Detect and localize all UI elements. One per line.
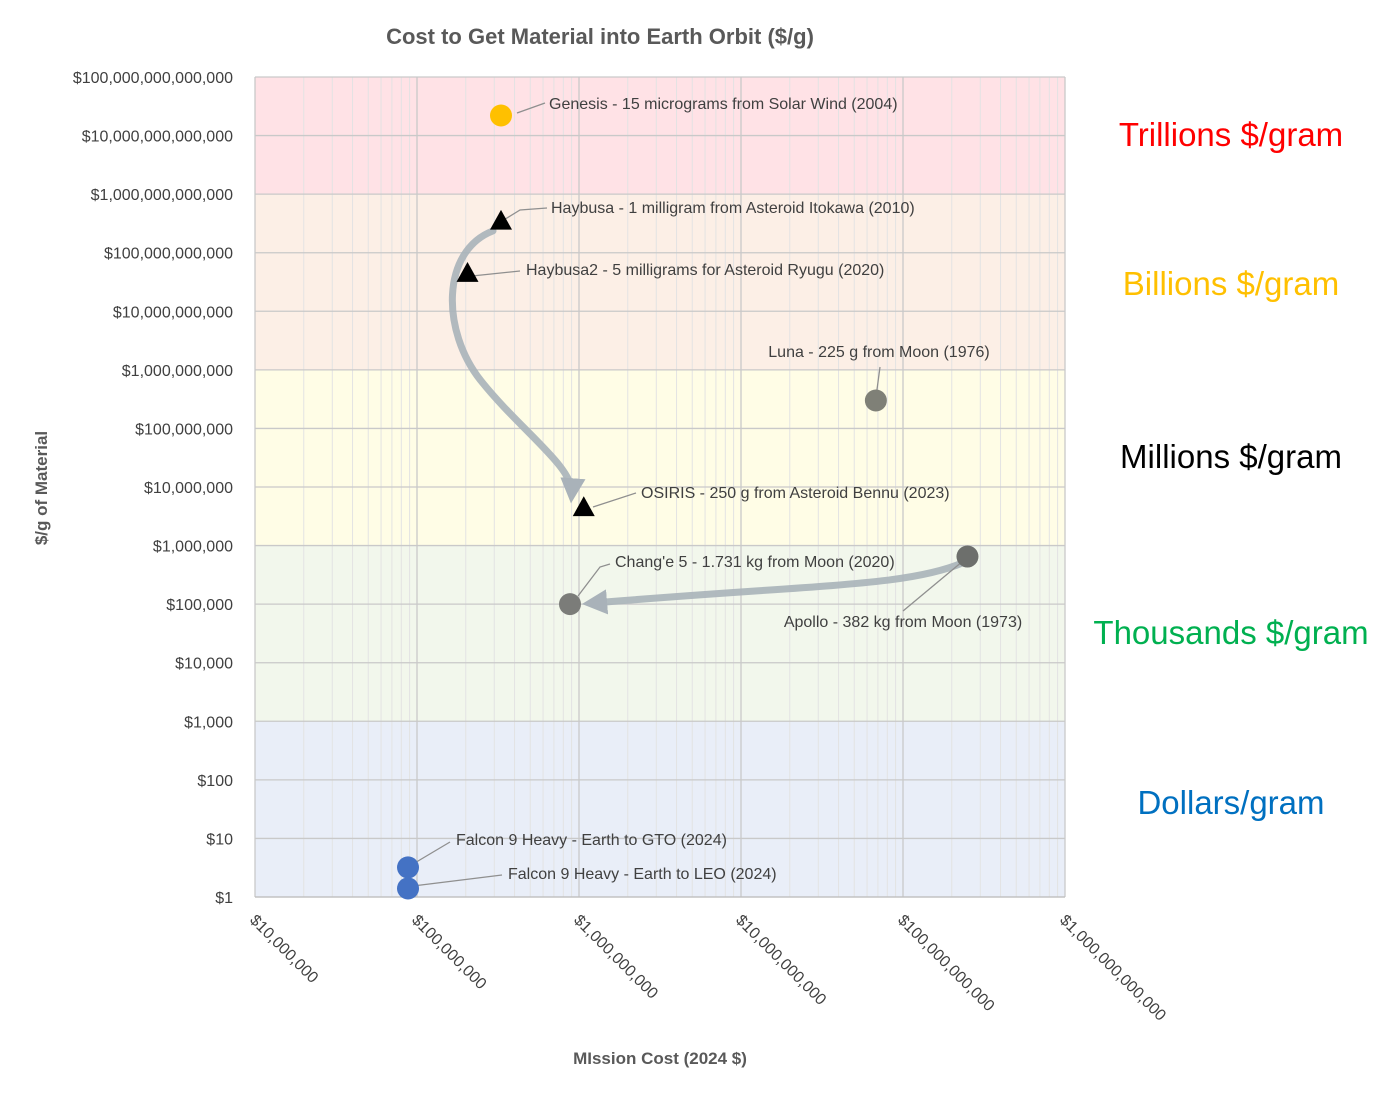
- data-point: [572, 496, 595, 517]
- y-tick-label: $100,000,000,000: [104, 246, 233, 263]
- y-tick-label: $1,000,000,000,000: [91, 187, 233, 204]
- leader-line: [412, 841, 451, 865]
- leader-line: [412, 874, 503, 887]
- y-tick-label: $10,000: [175, 656, 233, 673]
- band-1: [255, 194, 1065, 370]
- band-label: Thousands $/gram: [1093, 614, 1368, 651]
- y-tick-label: $100,000,000,000,000: [73, 70, 233, 87]
- point-label: Falcon 9 Heavy - Earth to LEO (2024): [508, 866, 777, 883]
- x-tick-label: $1,000,000,000,000: [1056, 912, 1169, 1025]
- trend-arrows: [448, 227, 967, 615]
- band-label: Trillions $/gram: [1119, 116, 1343, 153]
- x-axis-title: MIssion Cost (2024 $): [573, 1049, 747, 1068]
- data-point: [489, 209, 512, 230]
- data-point: [864, 389, 887, 412]
- gridlines: [254, 76, 1066, 898]
- chart-title: Cost to Get Material into Earth Orbit ($…: [386, 24, 814, 49]
- x-tick-label: $1,000,000,000: [570, 912, 661, 1003]
- y-tick-label: $1,000,000: [153, 539, 233, 556]
- y-tick-label: $100,000,000: [135, 421, 233, 438]
- y-tick-label: $10,000,000: [144, 480, 233, 497]
- point-label: Haybusa - 1 milligram from Asteroid Itok…: [551, 200, 915, 217]
- leader-line: [471, 270, 521, 277]
- band-2: [255, 369, 1065, 546]
- band-labels: Trillions $/gram Billions $/gram Millions …: [1093, 116, 1368, 821]
- data-point: [397, 877, 420, 900]
- y-tick-label: $100,000: [166, 597, 233, 614]
- data-point: [559, 593, 582, 616]
- data-point: [956, 545, 979, 568]
- y-tick-label: $10: [206, 831, 233, 848]
- y-axis-ticks: $1 $10 $100 $1,000 $10,000 $100,000 $1,000,000…: [73, 70, 233, 907]
- x-tick-label: $10,000,000,000: [732, 912, 829, 1009]
- y-tick-label: $1: [215, 890, 233, 907]
- y-tick-label: $10,000,000,000,000: [82, 129, 233, 146]
- point-label: Genesis - 15 micrograms from Solar Wind …: [549, 96, 898, 113]
- point-label: Apollo - 382 kg from Moon (1973): [784, 614, 1022, 631]
- point-label: Haybusa2 - 5 milligrams for Asteroid Ryu…: [526, 262, 884, 279]
- y-axis-title: $/g of Material: [32, 431, 51, 545]
- annotation-labels: Genesis - 15 micrograms from Solar Wind …: [456, 96, 1022, 883]
- band-4: [255, 721, 1065, 897]
- trend-arrow-0: [448, 227, 586, 504]
- x-axis-ticks: $10,000,000 $100,000,000 $1,000,000,000 $10…: [246, 912, 1169, 1025]
- point-label: OSIRIS - 250 g from Asteroid Bennu (2023…: [641, 485, 950, 502]
- band-label: Dollars/gram: [1137, 784, 1324, 821]
- leader-line: [902, 560, 964, 612]
- y-tick-label: $10,000,000,000: [113, 304, 233, 321]
- y-tick-label: $1,000,000,000: [122, 363, 233, 380]
- data-points: [397, 104, 979, 900]
- data-point: [489, 104, 512, 127]
- leader-line: [577, 563, 611, 597]
- trend-arrow-1: [581, 559, 967, 615]
- x-tick-label: $10,000,000: [246, 912, 321, 987]
- point-label: Falcon 9 Heavy - Earth to GTO (2024): [456, 832, 727, 849]
- band-label: Billions $/gram: [1123, 265, 1339, 302]
- y-tick-label: $100: [197, 773, 233, 790]
- annotation-leaders: [412, 102, 964, 887]
- point-label: Luna - 225 g from Moon (1976): [768, 344, 989, 361]
- point-label: Chang'e 5 - 1.731 kg from Moon (2020): [615, 554, 895, 571]
- leader-line: [516, 102, 546, 114]
- band-label: Millions $/gram: [1120, 438, 1342, 475]
- x-tick-label: $100,000,000: [408, 912, 489, 993]
- x-tick-label: $100,000,000,000: [894, 912, 997, 1015]
- leader-line: [592, 492, 637, 508]
- data-point: [397, 856, 420, 879]
- y-tick-label: $1,000: [184, 714, 233, 731]
- leader-line: [501, 207, 548, 222]
- data-point: [456, 262, 479, 282]
